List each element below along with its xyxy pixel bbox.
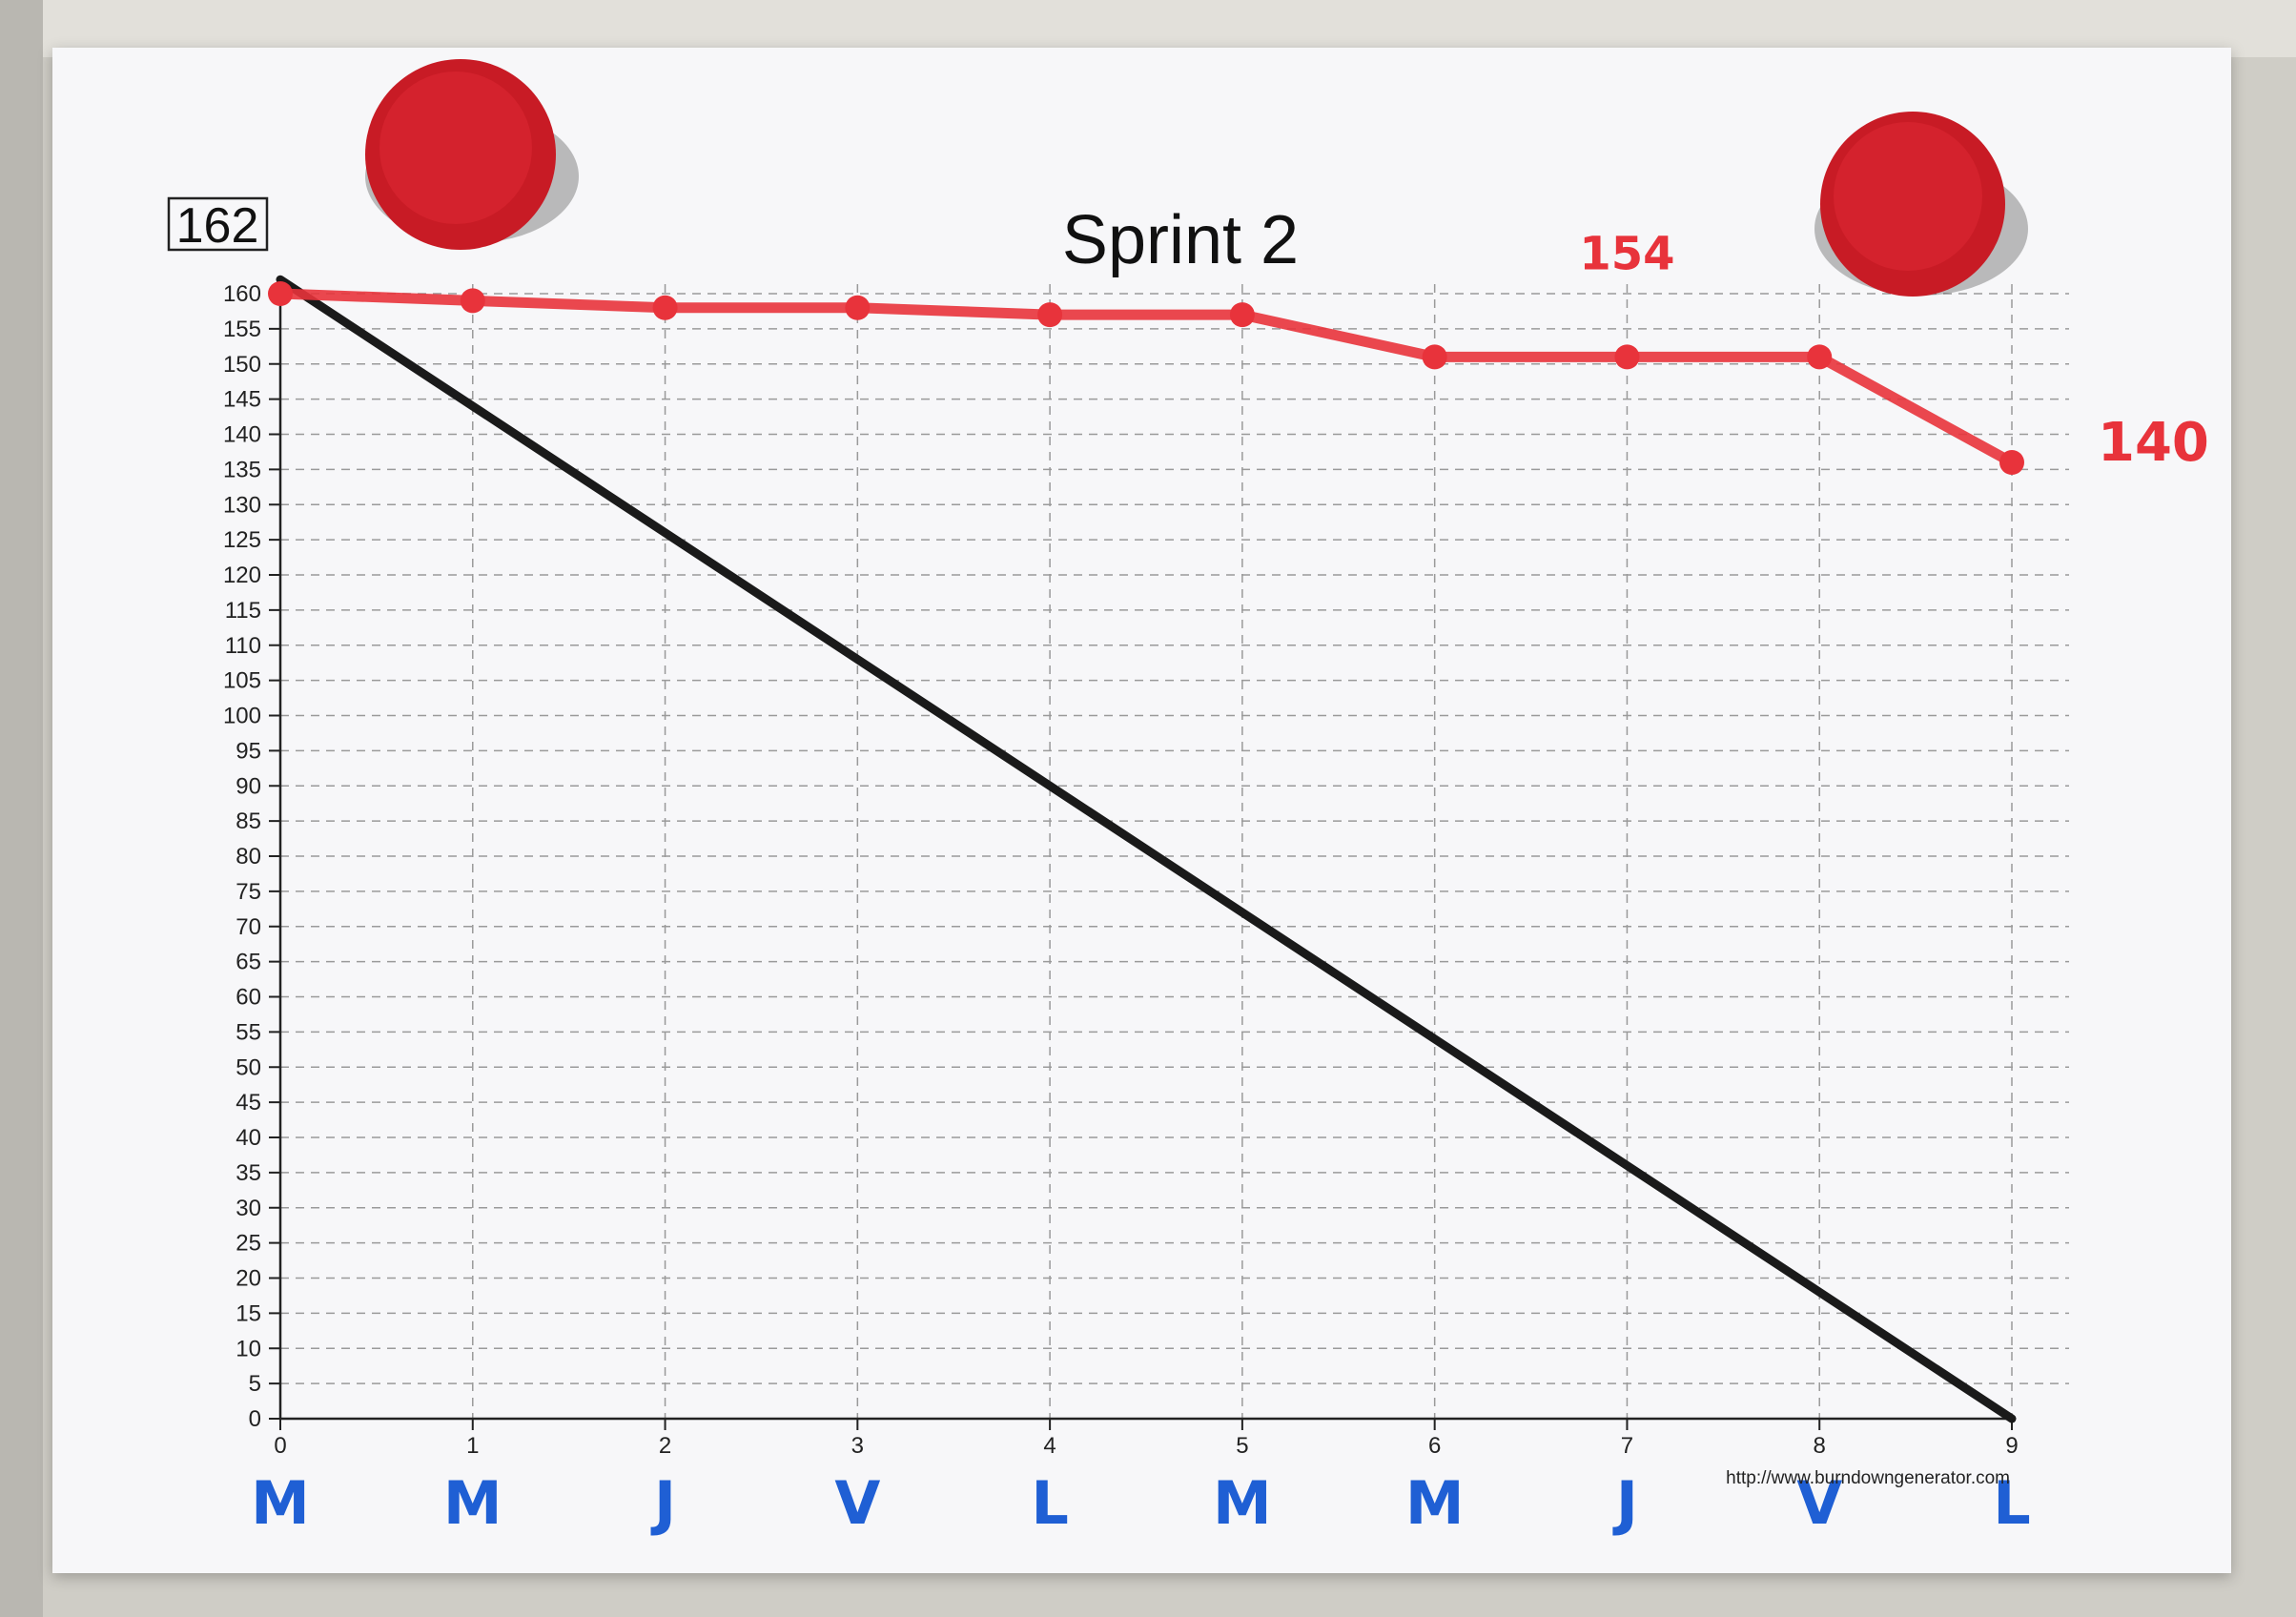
- y-tick-label: 30: [236, 1196, 261, 1221]
- y-tick-label: 15: [236, 1300, 261, 1326]
- y-tick-label: 45: [236, 1090, 261, 1116]
- magnet-right: [1814, 112, 2028, 297]
- actual-point: [1037, 302, 1063, 328]
- y-tick-label: 135: [223, 457, 261, 482]
- day-label: J: [1612, 1468, 1638, 1538]
- y-tick-label: 130: [223, 492, 261, 518]
- source-url: http://www.burndowngenerator.com: [1726, 1468, 2010, 1488]
- y-tick-label: 100: [223, 704, 261, 729]
- actual-point: [845, 295, 871, 320]
- y-tick-label: 160: [223, 281, 261, 307]
- y-tick-label: 25: [236, 1231, 261, 1257]
- x-tick-label: 7: [1621, 1433, 1633, 1459]
- day-label: M: [443, 1468, 502, 1538]
- actual-point: [652, 295, 678, 320]
- y-tick-label: 75: [236, 879, 261, 905]
- y-tick-label: 85: [236, 808, 261, 834]
- y-tick-label: 140: [223, 422, 261, 448]
- day-label: L: [1031, 1468, 1069, 1538]
- grid-lines: [280, 284, 2069, 1419]
- y-tick-label: 5: [249, 1371, 261, 1397]
- y-tick-label: 125: [223, 527, 261, 553]
- y-tick-label: 120: [223, 563, 261, 588]
- ideal-line: [276, 275, 2017, 1423]
- y-tick-label: 35: [236, 1160, 261, 1186]
- y-tick-label: 0: [249, 1406, 261, 1432]
- y-tick-label: 95: [236, 738, 261, 764]
- y-tick-label: 145: [223, 387, 261, 413]
- y-tick-label: 60: [236, 985, 261, 1011]
- y-tick-label: 110: [225, 633, 261, 659]
- actual-point: [460, 288, 485, 314]
- x-tick-label: 5: [1236, 1433, 1248, 1459]
- actual-point: [1807, 344, 1833, 370]
- day-label: M: [251, 1468, 310, 1538]
- day-label: V: [1796, 1468, 1842, 1538]
- y-tick-label: 40: [236, 1125, 261, 1151]
- wall-edge: [0, 0, 43, 1617]
- actual-point: [1229, 302, 1255, 328]
- total-box-value: 162: [176, 198, 259, 254]
- y-tick-label: 20: [236, 1266, 261, 1292]
- actual-line: [275, 288, 2018, 468]
- x-tick-label: 8: [1814, 1433, 1826, 1459]
- value-annotation: 140: [2098, 412, 2209, 474]
- value-annotation: 154: [1579, 227, 1674, 280]
- x-tick-label: 0: [274, 1433, 286, 1459]
- day-label: J: [650, 1468, 676, 1538]
- x-tick-label: 2: [659, 1433, 671, 1459]
- chart-title: Sprint 2: [1062, 202, 1299, 278]
- day-label: M: [1213, 1468, 1272, 1538]
- x-tick-label: 9: [2005, 1433, 2018, 1459]
- day-label: L: [1993, 1468, 2031, 1538]
- y-tick-label: 10: [236, 1336, 261, 1361]
- series-layer: [268, 275, 2024, 1423]
- magnet-left: [365, 59, 579, 250]
- y-tick-label: 150: [223, 352, 261, 378]
- y-tick-label: 90: [236, 773, 261, 799]
- total-box: [167, 196, 269, 252]
- actual-point: [1999, 450, 2024, 475]
- actual-point: [1614, 344, 1640, 370]
- axes: [269, 284, 2013, 1430]
- day-label: M: [1405, 1468, 1465, 1538]
- x-tick-label: 3: [851, 1433, 864, 1459]
- y-tick-label: 65: [236, 950, 261, 975]
- actual-point: [1422, 344, 1447, 370]
- labels-layer: 0510152025303540455055606570758085909510…: [223, 227, 2209, 1538]
- x-tick-label: 6: [1428, 1433, 1441, 1459]
- y-tick-label: 70: [236, 914, 261, 940]
- y-tick-label: 105: [223, 668, 261, 694]
- y-tick-label: 55: [236, 1019, 261, 1045]
- y-tick-label: 155: [223, 317, 261, 342]
- x-tick-label: 4: [1043, 1433, 1056, 1459]
- actual-point: [268, 281, 293, 306]
- y-tick-label: 50: [236, 1054, 261, 1080]
- y-tick-label: 115: [225, 598, 261, 624]
- day-label: V: [834, 1468, 880, 1538]
- y-tick-label: 80: [236, 844, 261, 870]
- x-tick-label: 1: [466, 1433, 479, 1459]
